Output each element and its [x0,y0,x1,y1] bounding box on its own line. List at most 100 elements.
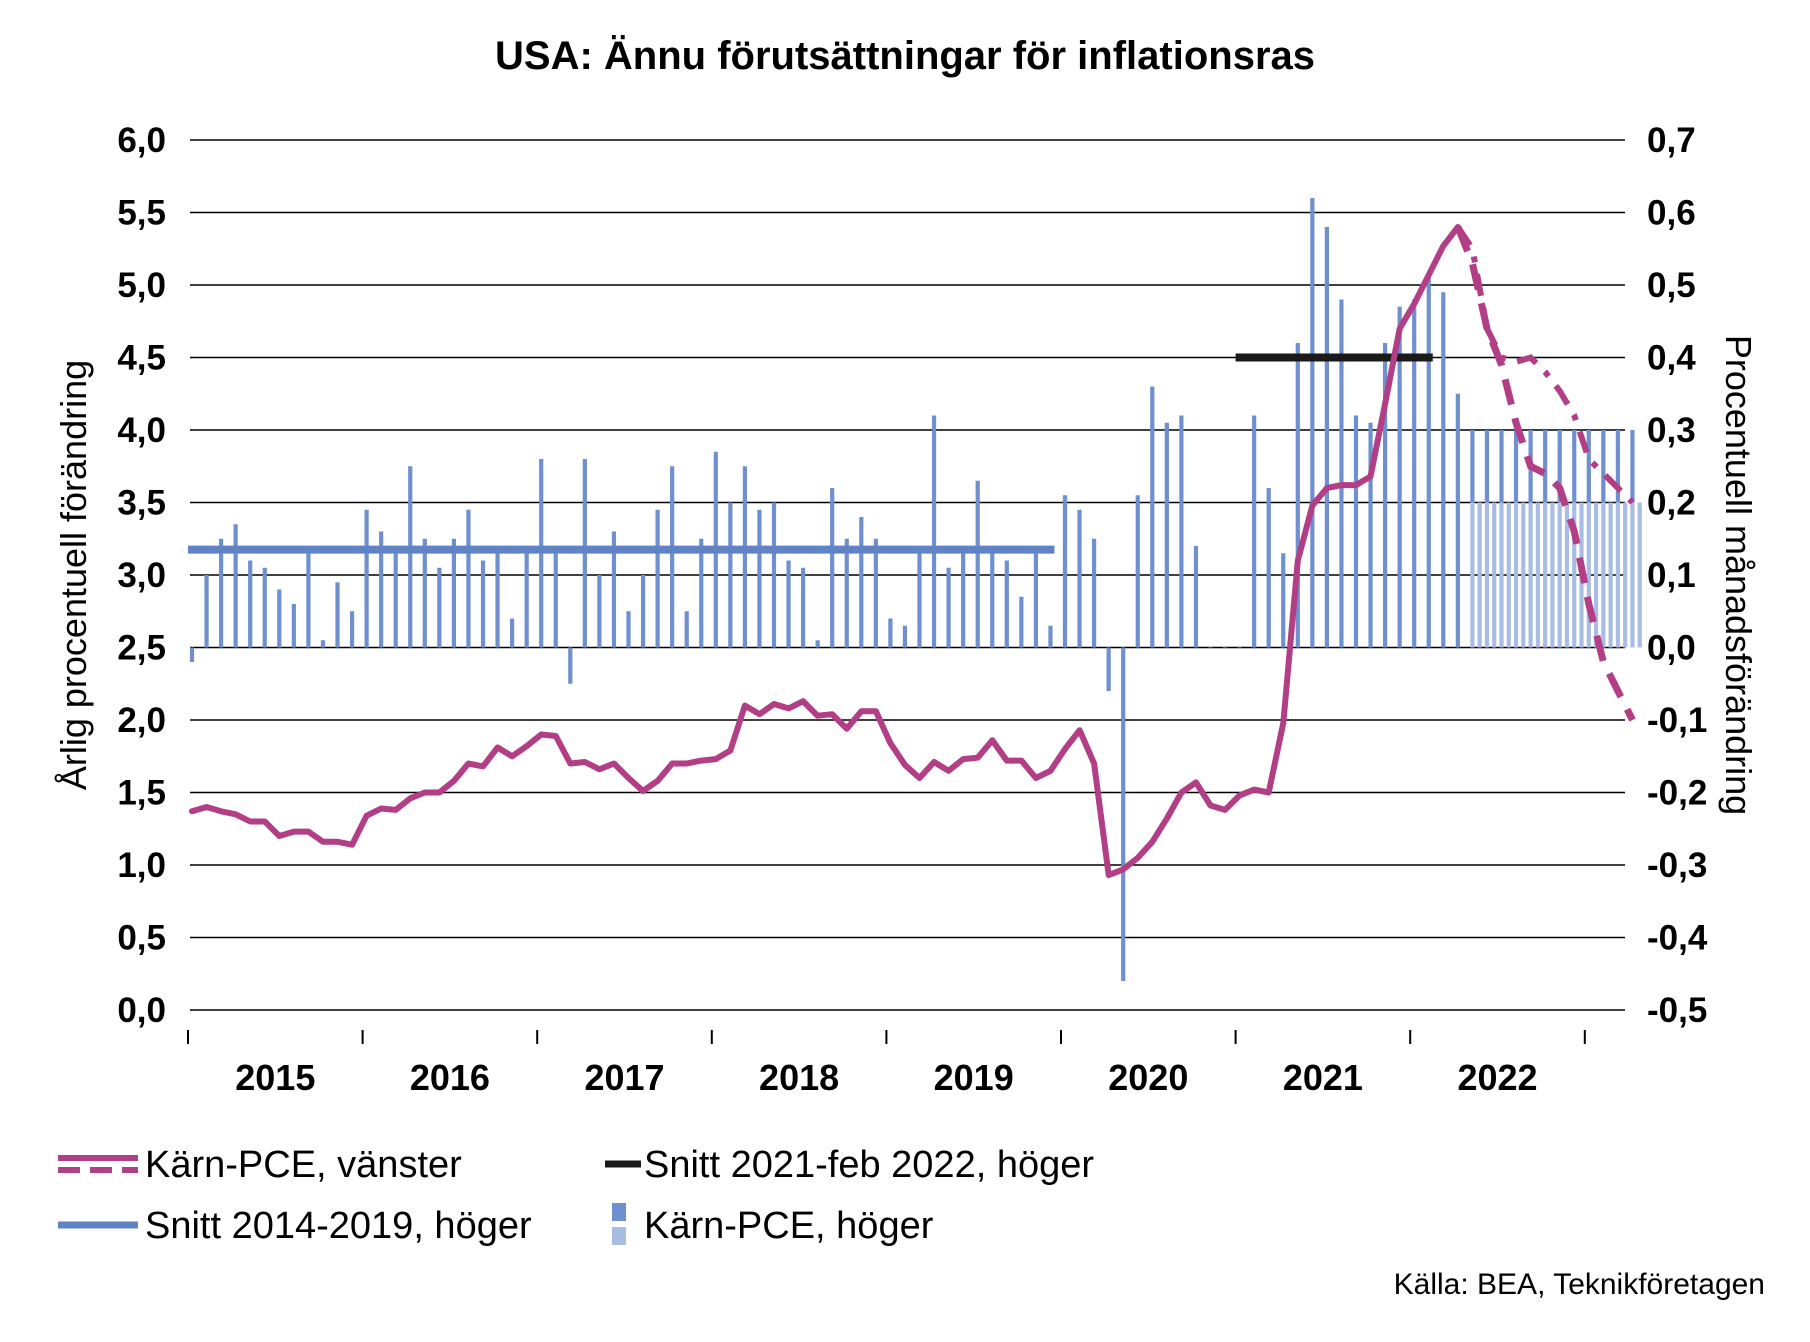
bar [1412,299,1417,648]
y-tick-right: 0,1 [1647,556,1696,595]
x-tick-label: 2020 [1108,1057,1188,1098]
bar [480,560,486,648]
bar [1295,343,1300,648]
bar [364,509,369,648]
bar [189,647,195,662]
bar [437,567,442,648]
y-axis-title-left: Årlig procentuell förändring [53,360,94,790]
bar [1164,422,1169,648]
y-tick-left: 4,0 [117,411,166,450]
x-tick-label: 2021 [1283,1057,1363,1098]
bar [1455,393,1460,648]
bar-forecast [1586,430,1591,503]
bar [670,466,675,648]
pce-annual-line [189,224,1461,879]
y-tick-right: 0,0 [1647,629,1696,668]
bar [1106,647,1111,691]
y-tick-left: 4,5 [117,339,166,378]
x-tick-label: 2022 [1457,1057,1537,1098]
y-tick-left: 3,0 [117,556,166,595]
bar [1426,277,1431,648]
bar-forecast [1557,430,1562,503]
y-tick-left: 0,0 [117,991,166,1030]
bar [1004,560,1009,648]
bar-forecast-lower [1492,502,1497,648]
bar [1208,647,1213,648]
bar [1062,495,1068,648]
bar [1150,386,1155,648]
bar [597,575,602,648]
bar-forecast-lower [1543,502,1548,648]
bar [699,538,704,648]
bar-forecast-lower [1484,502,1490,648]
bar-forecast [1470,430,1475,503]
y-tick-right: 0,2 [1647,484,1696,523]
bar [1310,198,1315,648]
bar [684,611,689,648]
y-tick-left: 2,5 [117,629,166,668]
bar [990,546,995,648]
bar [1077,509,1082,648]
legend-label: Kärn-PCE, vänster [145,1144,462,1186]
bar [422,538,427,648]
bar-forecast-lower [1550,502,1555,648]
bar [946,567,951,648]
bar [640,575,646,648]
bar [873,538,878,648]
y-tick-left: 0,5 [117,919,166,958]
bar [830,488,835,648]
y-tick-right: 0,5 [1647,266,1696,305]
bar-forecast-lower [1557,502,1562,648]
bar [655,509,660,648]
legend-label: Kärn-PCE, höger [644,1205,934,1247]
bar [1092,538,1097,648]
bar-forecast [1543,430,1548,503]
bar-forecast-lower [1593,502,1599,648]
bar [1135,495,1140,648]
y-tick-right: -0,5 [1647,991,1707,1030]
bar [961,546,966,648]
bar [902,625,908,648]
bar [320,640,326,648]
bar [1397,306,1402,648]
bar [1193,546,1199,648]
bar [757,509,762,648]
legend-label: Snitt 2014-2019, höger [145,1205,532,1247]
y-tick-right: -0,3 [1647,846,1707,885]
bar-forecast-lower [1513,502,1519,648]
pce-line-layer [189,224,1636,879]
y-tick-left: 1,5 [117,774,166,813]
bar [233,524,238,648]
y-tick-right: -0,4 [1647,919,1708,958]
bar [1222,647,1228,648]
bar-forecast-lower [1630,502,1635,648]
bar-forecast [1615,430,1620,503]
bar-forecast-lower [1572,502,1577,648]
bar [568,647,573,684]
bar [1281,553,1286,648]
bar [204,575,209,648]
chart-title: USA: Ännu förutsättningar för inflations… [495,34,1315,78]
bar [1266,488,1271,648]
bar-forecast-lower [1470,502,1475,648]
source-note: Källa: BEA, Teknikföretagen [1393,1268,1765,1301]
x-tick-label: 2015 [235,1057,315,1098]
bar [277,589,282,648]
y-tick-left: 5,5 [117,194,166,233]
bar [291,604,296,648]
y-tick-right: -0,1 [1647,701,1707,740]
y-axis-title-right: Procentuell månadsförändring [1718,335,1759,815]
axes: 0,0 0,5 1,0 1,5 2,0 2,5 3,0 3,5 4,0 4,5 5,0 5,5 6,0 -… [53,121,1759,1098]
y-tick-right: -0,2 [1647,774,1707,813]
bar-forecast-lower [1601,502,1606,648]
bar [524,553,529,648]
x-tick-label: 2019 [934,1057,1014,1098]
bar [611,531,617,648]
bar [553,546,558,648]
y-tick-right: 0,4 [1647,339,1696,378]
bar [626,611,631,648]
y-tick-right: 0,6 [1647,194,1696,233]
bar [495,546,500,648]
bar [815,640,820,648]
